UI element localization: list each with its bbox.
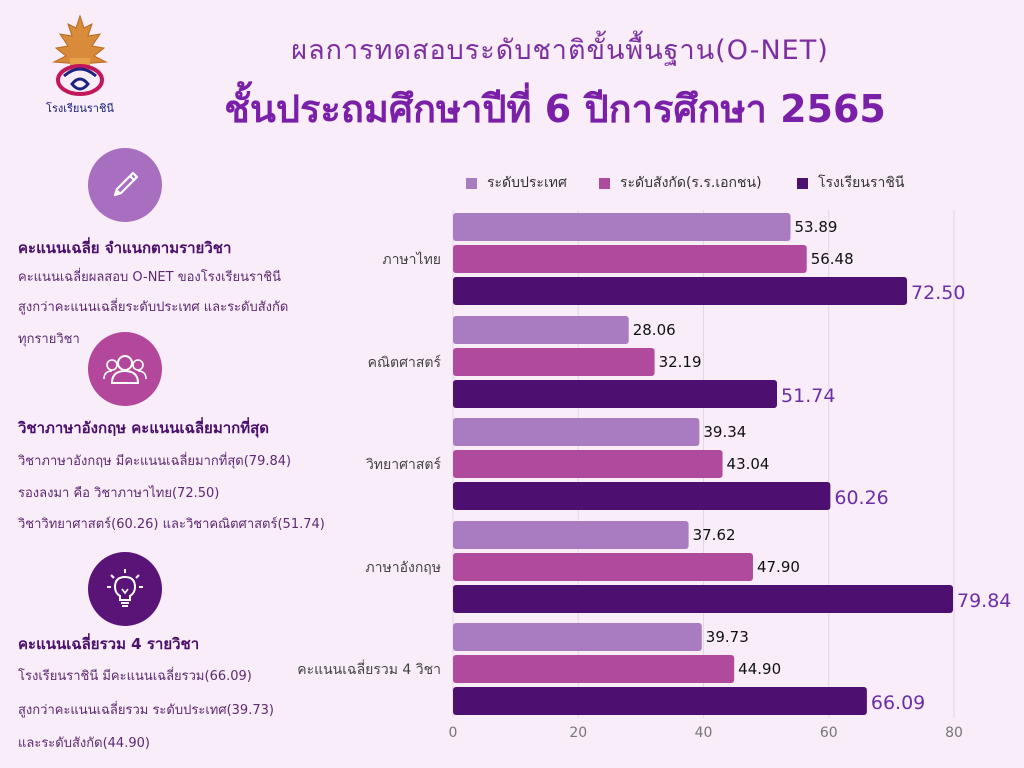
- bar: [453, 277, 908, 305]
- panel3-line: โรงเรียนราชินี มีคะแนนเฉลี่ยรวม(66.09): [18, 669, 252, 684]
- school-logo: โรงเรียนราชินี: [46, 14, 114, 115]
- bar: [453, 380, 778, 408]
- legend-swatch: [466, 177, 477, 189]
- data-label: 39.73: [706, 628, 749, 646]
- logo-text: โรงเรียนราชินี: [46, 101, 114, 115]
- legend-label: โรงเรียนราชินี: [818, 175, 905, 191]
- panel3-line: สูงกว่าคะแนนเฉลี่ยรวม ระดับประเทศ(39.73): [18, 703, 274, 718]
- legend-label: ระดับประเทศ: [487, 175, 567, 191]
- data-label: 32.19: [659, 353, 702, 371]
- legend-item-school: โรงเรียนราชินี: [797, 172, 904, 194]
- panel1-line: คะแนนเฉลี่ยผลสอบ O-NET ของโรงเรียนราชินี: [18, 270, 281, 285]
- x-tick-label: 60: [820, 725, 838, 741]
- bar: [453, 213, 791, 241]
- x-tick-label: 20: [569, 725, 587, 741]
- data-label: 44.90: [738, 660, 781, 678]
- panel1-line: สูงกว่าคะแนนเฉลี่ยระดับประเทศ และระดับสั…: [18, 300, 289, 315]
- panel2-line: รองลงมา คือ วิชาภาษาไทย(72.50): [18, 486, 220, 501]
- x-tick-label: 40: [695, 725, 713, 741]
- legend-label: ระดับสังกัด(ร.ร.เอกชน): [620, 175, 762, 191]
- data-label: 53.89: [794, 218, 837, 236]
- category-label: วิทยาศาสตร์: [366, 456, 442, 473]
- legend-item-affiliation: ระดับสังกัด(ร.ร.เอกชน): [599, 172, 762, 194]
- pen-icon: [88, 148, 162, 222]
- bar: [453, 418, 700, 446]
- data-label: 39.34: [703, 423, 746, 441]
- panel3-heading: คะแนนเฉลี่ยรวม 4 รายวิชา: [18, 635, 200, 653]
- category-label: คะแนนเฉลี่ยรวม 4 วิชา: [297, 660, 441, 678]
- legend-swatch: [599, 177, 610, 189]
- x-tick-label: 80: [945, 725, 963, 741]
- legend-item-national: ระดับประเทศ: [466, 172, 567, 194]
- bar: [453, 348, 655, 376]
- bar: [453, 623, 702, 651]
- data-label: 72.50: [911, 282, 965, 304]
- group-icon: [88, 332, 162, 406]
- bar: [453, 482, 831, 510]
- data-label: 66.09: [871, 692, 925, 714]
- bar: [453, 521, 689, 549]
- bar: [453, 585, 953, 613]
- x-tick-label: 0: [449, 725, 458, 741]
- panel2-line: วิชาวิทยาศาสตร์(60.26) และวิชาคณิตศาสตร์…: [18, 517, 325, 532]
- panel1-line: ทุกรายวิชา: [18, 332, 80, 347]
- data-label: 37.62: [693, 526, 736, 544]
- category-label: ภาษาไทย: [382, 251, 441, 268]
- category-label: ภาษาอังกฤษ: [365, 560, 441, 576]
- bar: [453, 245, 807, 273]
- panel3-line: และระดับสังกัด(44.90): [18, 736, 150, 751]
- data-label: 60.26: [834, 487, 888, 509]
- bar: [453, 316, 629, 344]
- panel2-line: วิชาภาษาอังกฤษ มีคะแนนเฉลี่ยมากที่สุด(79…: [18, 454, 292, 469]
- bar: [453, 553, 753, 581]
- data-label: 43.04: [727, 455, 770, 473]
- data-label: 51.74: [781, 385, 835, 407]
- data-label: 47.90: [757, 558, 800, 576]
- panel1-heading: คะแนนเฉลี่ย จำแนกตามรายวิชา: [18, 239, 232, 257]
- bar: [453, 450, 723, 478]
- page-subtitle: ผลการทดสอบระดับชาติขั้นพื้นฐาน(O-NET): [291, 35, 829, 66]
- category-label: คณิตศาสตร์: [368, 354, 442, 371]
- data-label: 56.48: [811, 250, 854, 268]
- legend-swatch: [797, 177, 808, 189]
- bar: [453, 687, 867, 715]
- page-title: ชั้นประถมศึกษาปีที่ 6 ปีการศึกษา 2565: [224, 87, 886, 131]
- lightbulb-icon: [88, 552, 162, 626]
- data-label: 28.06: [633, 321, 676, 339]
- bar: [453, 655, 735, 683]
- data-label: 79.84: [957, 590, 1011, 612]
- panel2-heading: วิชาภาษาอังกฤษ คะแนนเฉลี่ยมากที่สุด: [18, 419, 270, 437]
